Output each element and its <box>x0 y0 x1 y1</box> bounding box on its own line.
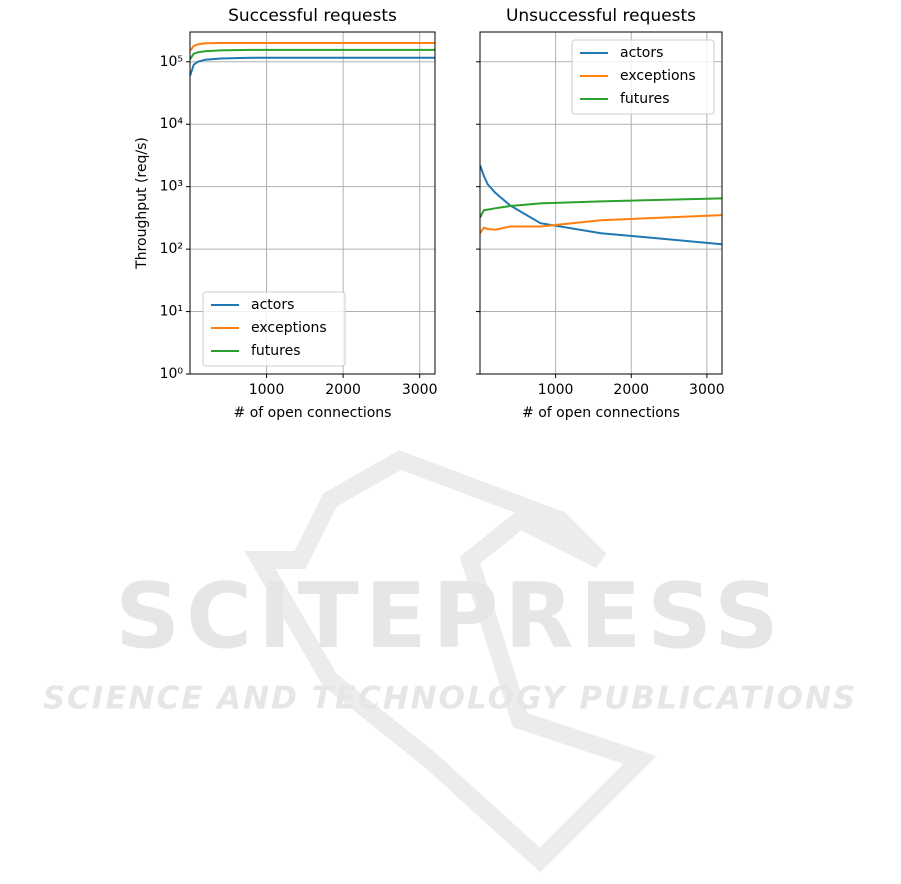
legend: actors exceptions futures <box>202 291 346 367</box>
x-axis-label: # of open connections <box>234 405 392 421</box>
series-line <box>190 42 435 52</box>
series-line <box>190 56 435 76</box>
series-line <box>480 214 722 234</box>
x-tick-label: 3000 <box>689 382 725 398</box>
y-tick-label: 10¹ <box>160 304 183 320</box>
y-tick-label: 10⁵ <box>160 54 183 70</box>
subplot-title: Unsuccessful requests <box>506 6 696 26</box>
x-tick-label: 3000 <box>402 382 438 398</box>
y-tick-label: 10⁴ <box>160 116 184 132</box>
legend-label: futures <box>620 91 670 107</box>
watermark-subtitle: SCIENCE AND TECHNOLOGY PUBLICATIONS <box>43 681 858 717</box>
watermark: SCITEPRESS SCIENCE AND TECHNOLOGY PUBLIC… <box>43 450 858 873</box>
series-line <box>480 197 722 219</box>
x-tick-label: 2000 <box>325 382 361 398</box>
legend-label: actors <box>251 297 294 313</box>
legend-box <box>202 291 346 367</box>
subplot: 1000 2000 3000 10⁰ 10¹ 10² 10³ 10⁴ 10⁵ Successful… <box>134 6 438 421</box>
y-axis-label: Throughput (req/s) <box>134 137 150 270</box>
series-line <box>480 164 722 246</box>
legend: actors exceptions futures <box>571 39 715 115</box>
x-tick-label: 2000 <box>613 382 649 398</box>
legend-box <box>571 39 715 115</box>
legend-label: futures <box>251 343 301 359</box>
y-tick-label: 10² <box>160 241 183 257</box>
y-tick-label: 10³ <box>160 179 183 195</box>
series-line <box>190 48 435 60</box>
x-axis-label: # of open connections <box>522 405 680 421</box>
subplot: 1000 2000 3000 Unsuccessful requests # of op… <box>476 6 725 421</box>
axes-frame <box>189 31 436 375</box>
axes-frame <box>479 31 723 375</box>
watermark-shape <box>244 450 657 873</box>
legend-label: exceptions <box>620 68 696 84</box>
subplot-title: Successful requests <box>228 6 397 26</box>
x-tick-label: 1000 <box>249 382 285 398</box>
legend-label: actors <box>620 45 663 61</box>
legend-label: exceptions <box>251 320 327 336</box>
watermark-title: SCITEPRESS <box>115 564 785 669</box>
y-tick-label: 10⁰ <box>160 366 184 382</box>
x-tick-label: 1000 <box>538 382 574 398</box>
